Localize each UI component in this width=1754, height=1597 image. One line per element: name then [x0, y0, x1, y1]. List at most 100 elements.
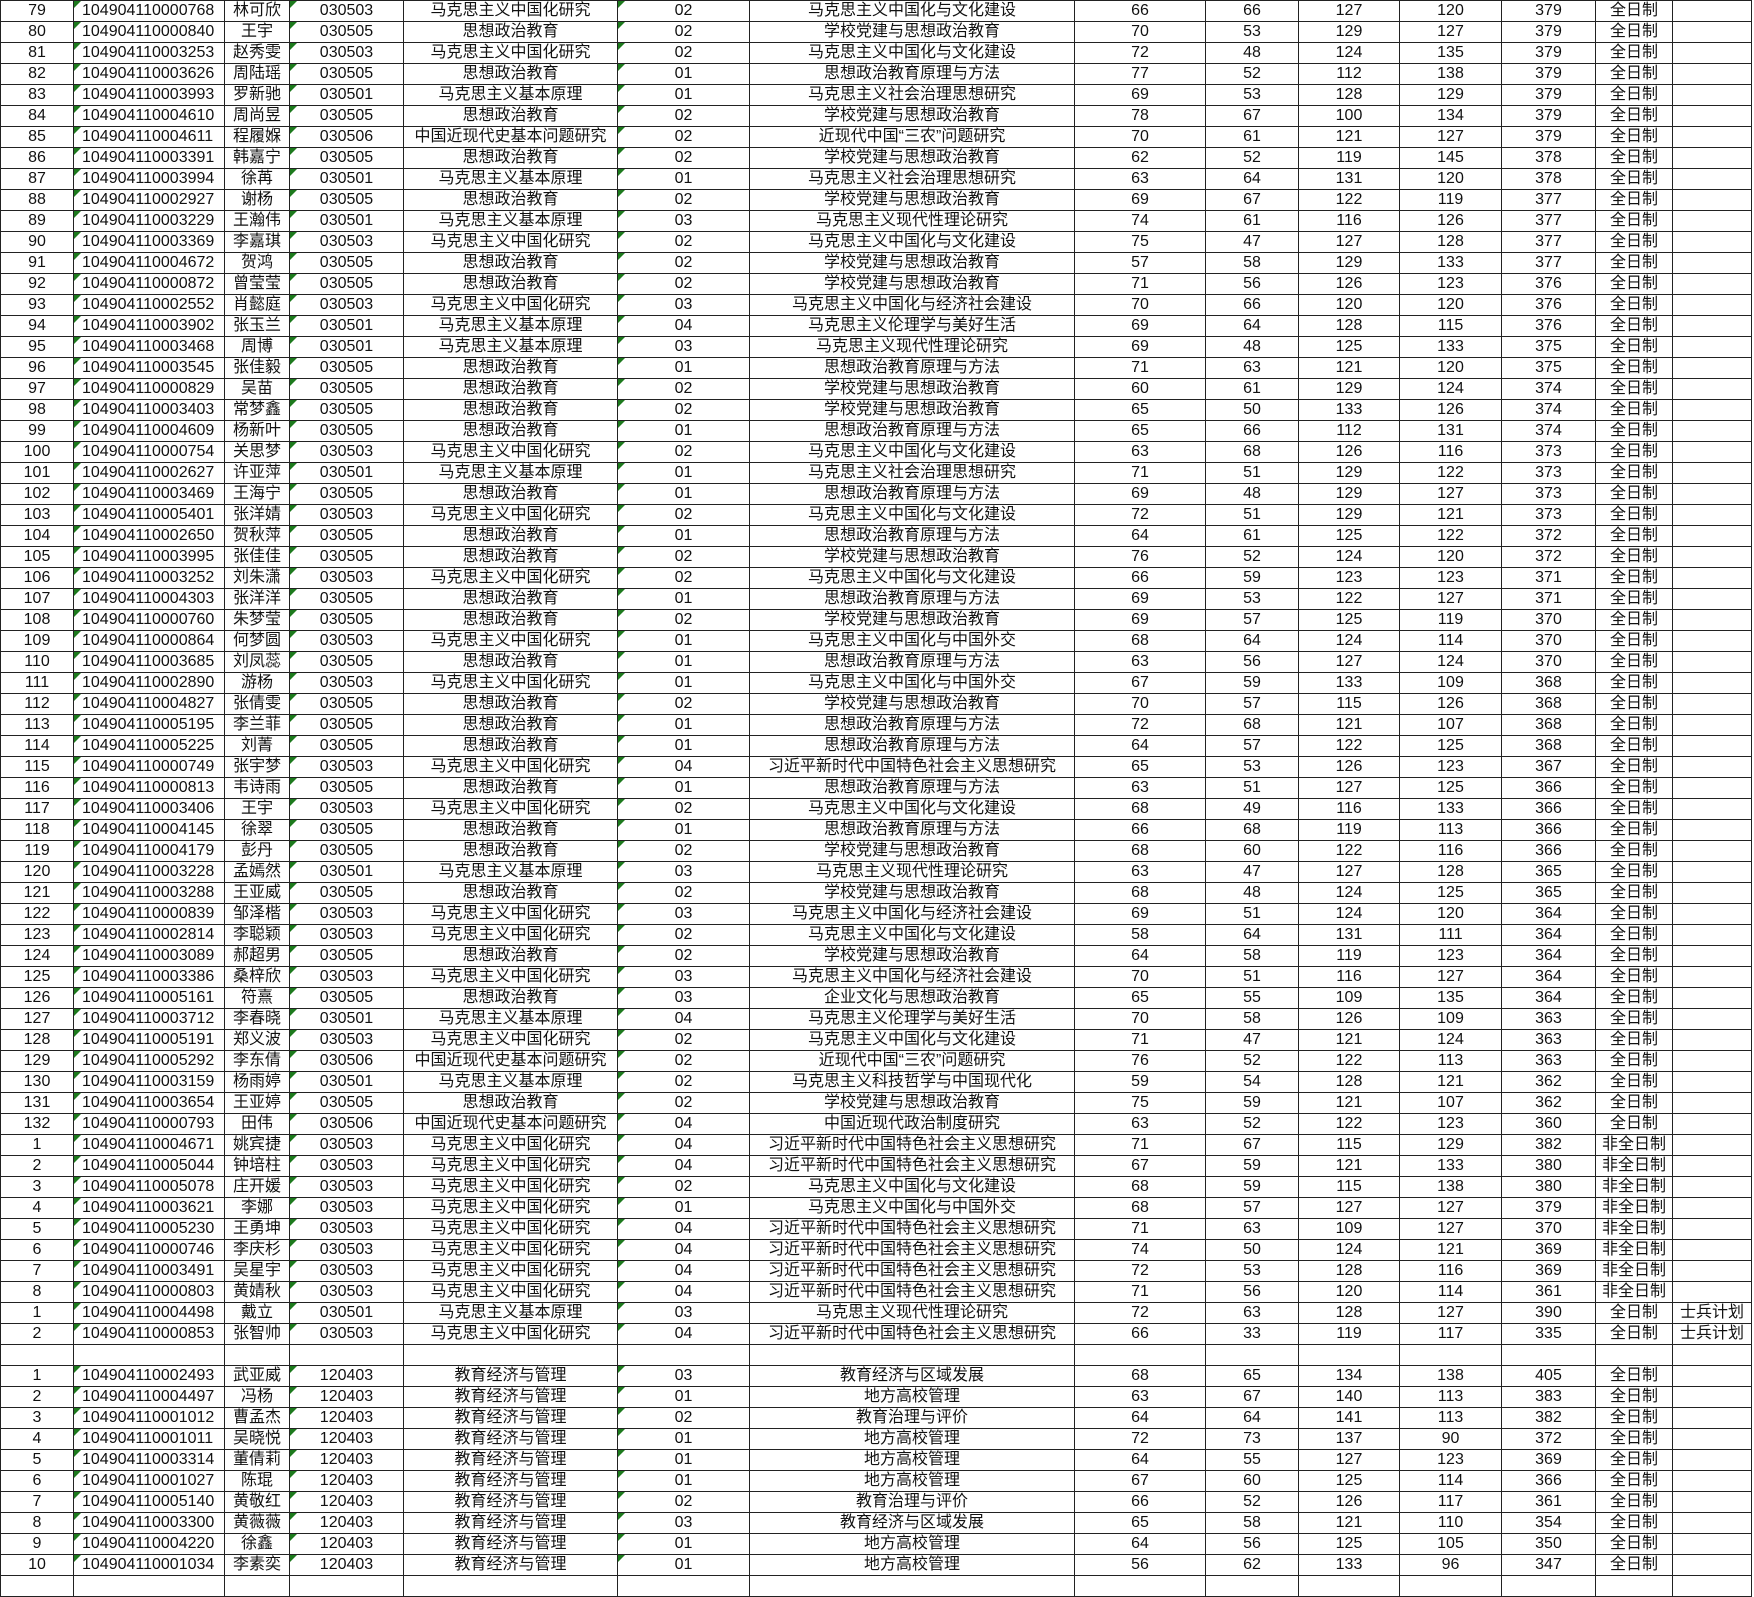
study-type-cell[interactable]: 全日制: [1595, 525, 1673, 547]
direction-name-cell[interactable]: 学校党建与思想政治教育: [749, 399, 1075, 421]
direction-code-cell[interactable]: 02: [617, 798, 750, 820]
study-type-cell[interactable]: 全日制: [1595, 735, 1673, 757]
study-type-cell[interactable]: 全日制: [1595, 1470, 1673, 1492]
remark-cell[interactable]: [1672, 315, 1752, 337]
row-index-cell[interactable]: 113: [0, 714, 74, 736]
direction-name-cell[interactable]: 习近平新时代中国特色社会主义思想研究: [749, 1239, 1075, 1261]
direction-code-cell[interactable]: 02: [617, 126, 750, 148]
study-type-cell[interactable]: 全日制: [1595, 42, 1673, 64]
total-score-cell[interactable]: 368: [1501, 672, 1596, 694]
course2-score-cell[interactable]: 124: [1399, 651, 1502, 673]
course1-score-cell[interactable]: 112: [1298, 420, 1400, 442]
direction-code-cell[interactable]: 02: [617, 1176, 750, 1198]
study-type-cell[interactable]: 全日制: [1595, 630, 1673, 652]
total-score-cell[interactable]: 364: [1501, 924, 1596, 946]
student-name-cell[interactable]: 关思梦: [224, 441, 290, 463]
study-type-cell[interactable]: 非全日制: [1595, 1239, 1673, 1261]
politics-score-cell[interactable]: 74: [1074, 210, 1206, 232]
foreign-language-score-cell[interactable]: 64: [1205, 630, 1299, 652]
course2-score-cell[interactable]: 138: [1399, 1365, 1502, 1387]
foreign-language-score-cell[interactable]: 49: [1205, 798, 1299, 820]
remark-cell[interactable]: [1672, 1155, 1752, 1177]
row-index-cell[interactable]: 4: [0, 1197, 74, 1219]
direction-name-cell[interactable]: 思想政治教育原理与方法: [749, 588, 1075, 610]
student-name-cell[interactable]: 杨雨婷: [224, 1071, 290, 1093]
study-type-cell[interactable]: 全日制: [1595, 21, 1673, 43]
row-index-cell[interactable]: 3: [0, 1176, 74, 1198]
total-score-cell[interactable]: 350: [1501, 1533, 1596, 1555]
row-index-cell[interactable]: 125: [0, 966, 74, 988]
study-type-cell[interactable]: 全日制: [1595, 357, 1673, 379]
remark-cell[interactable]: [1672, 1281, 1752, 1303]
politics-score-cell[interactable]: 65: [1074, 420, 1206, 442]
exam-id-cell[interactable]: 104904110003369: [73, 231, 225, 253]
direction-name-cell[interactable]: 习近平新时代中国特色社会主义思想研究: [749, 1281, 1075, 1303]
major-name-cell[interactable]: 思想政治教育: [403, 420, 618, 442]
study-type-cell[interactable]: 全日制: [1595, 483, 1673, 505]
major-code-cell[interactable]: 030503: [289, 504, 404, 526]
row-index-cell[interactable]: 7: [0, 1260, 74, 1282]
politics-score-cell[interactable]: 69: [1074, 588, 1206, 610]
total-score-cell[interactable]: 354: [1501, 1512, 1596, 1534]
remark-cell[interactable]: [1672, 1491, 1752, 1513]
major-name-cell[interactable]: 马克思主义中国化研究: [403, 924, 618, 946]
foreign-language-score-cell[interactable]: 67: [1205, 1386, 1299, 1408]
course1-score-cell[interactable]: 124: [1298, 42, 1400, 64]
major-name-cell[interactable]: 马克思主义中国化研究: [403, 567, 618, 589]
course1-score-cell[interactable]: 125: [1298, 1533, 1400, 1555]
course1-score-cell[interactable]: 128: [1298, 315, 1400, 337]
course2-score-cell[interactable]: 128: [1399, 231, 1502, 253]
direction-code-cell[interactable]: 04: [617, 1281, 750, 1303]
foreign-language-score-cell[interactable]: 53: [1205, 84, 1299, 106]
direction-name-cell[interactable]: 思想政治教育原理与方法: [749, 525, 1075, 547]
remark-cell[interactable]: [1672, 210, 1752, 232]
direction-name-cell[interactable]: 学校党建与思想政治教育: [749, 21, 1075, 43]
major-name-cell[interactable]: 教育经济与管理: [403, 1533, 618, 1555]
study-type-cell[interactable]: 全日制: [1595, 1512, 1673, 1534]
course2-score-cell[interactable]: 122: [1399, 462, 1502, 484]
politics-score-cell[interactable]: 63: [1074, 1386, 1206, 1408]
student-name-cell[interactable]: 林可欣: [224, 0, 290, 22]
student-name-cell[interactable]: 许亚萍: [224, 462, 290, 484]
exam-id-cell[interactable]: 104904110002814: [73, 924, 225, 946]
politics-score-cell[interactable]: 72: [1074, 1260, 1206, 1282]
course1-score-cell[interactable]: 128: [1298, 84, 1400, 106]
major-code-cell[interactable]: 030503: [289, 756, 404, 778]
study-type-cell[interactable]: 全日制: [1595, 1365, 1673, 1387]
direction-name-cell[interactable]: 学校党建与思想政治教育: [749, 840, 1075, 862]
politics-score-cell[interactable]: 70: [1074, 966, 1206, 988]
student-name-cell[interactable]: 张洋洋: [224, 588, 290, 610]
politics-score-cell[interactable]: 63: [1074, 861, 1206, 883]
student-name-cell[interactable]: 钟培柱: [224, 1155, 290, 1177]
direction-name-cell[interactable]: 地方高校管理: [749, 1428, 1075, 1450]
major-code-cell[interactable]: 030506: [289, 1050, 404, 1072]
major-code-cell[interactable]: 030503: [289, 1155, 404, 1177]
foreign-language-score-cell[interactable]: 56: [1205, 651, 1299, 673]
foreign-language-score-cell[interactable]: 57: [1205, 735, 1299, 757]
remark-cell[interactable]: [1672, 0, 1752, 22]
row-index-cell[interactable]: 6: [0, 1470, 74, 1492]
course1-score-cell[interactable]: 128: [1298, 1071, 1400, 1093]
row-index-cell[interactable]: 100: [0, 441, 74, 463]
row-index-cell[interactable]: 99: [0, 420, 74, 442]
course2-score-cell[interactable]: 120: [1399, 0, 1502, 22]
total-score-cell[interactable]: 372: [1501, 546, 1596, 568]
politics-score-cell[interactable]: 71: [1074, 1029, 1206, 1051]
exam-id-cell[interactable]: 104904110001027: [73, 1470, 225, 1492]
student-name-cell[interactable]: 常梦鑫: [224, 399, 290, 421]
foreign-language-score-cell[interactable]: 51: [1205, 462, 1299, 484]
exam-id-cell[interactable]: 104904110005044: [73, 1155, 225, 1177]
exam-id-cell[interactable]: 104904110003995: [73, 546, 225, 568]
row-index-cell[interactable]: 96: [0, 357, 74, 379]
course1-score-cell[interactable]: 126: [1298, 1491, 1400, 1513]
major-name-cell[interactable]: 教育经济与管理: [403, 1365, 618, 1387]
remark-cell[interactable]: [1672, 672, 1752, 694]
course2-score-cell[interactable]: 117: [1399, 1323, 1502, 1345]
course2-score-cell[interactable]: 119: [1399, 609, 1502, 631]
direction-name-cell[interactable]: 马克思主义社会治理思想研究: [749, 84, 1075, 106]
student-name-cell[interactable]: 刘菁: [224, 735, 290, 757]
course2-score-cell[interactable]: 116: [1399, 441, 1502, 463]
major-name-cell[interactable]: 中国近现代史基本问题研究: [403, 1113, 618, 1135]
total-score-cell[interactable]: 363: [1501, 1050, 1596, 1072]
row-index-cell[interactable]: 117: [0, 798, 74, 820]
